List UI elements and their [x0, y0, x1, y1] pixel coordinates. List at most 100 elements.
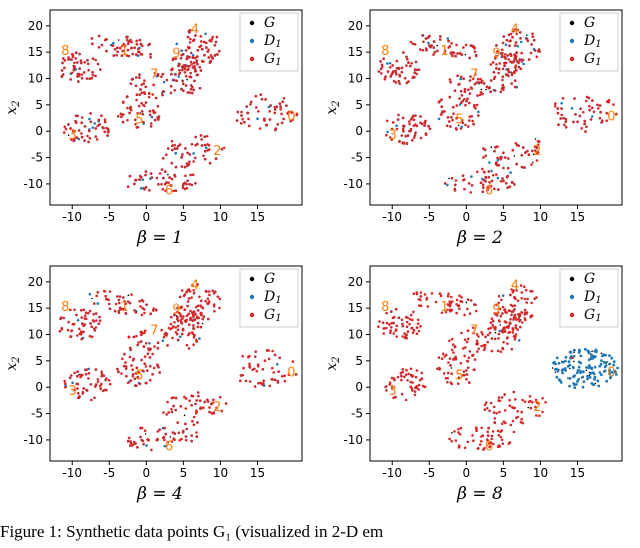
- ytick-label: -10: [343, 177, 363, 191]
- cluster-label: 0: [287, 366, 295, 381]
- cluster-label: 8: [61, 300, 69, 315]
- legend-marker: [250, 313, 254, 317]
- cluster-label: 0: [607, 366, 615, 381]
- xtick-label: 15: [250, 466, 265, 480]
- xtick-label: -5: [103, 210, 115, 224]
- ytick-label: -5: [351, 407, 363, 421]
- cluster-label: 3: [389, 384, 397, 399]
- ytick-label: 10: [348, 72, 363, 86]
- subplot-2: 0123456789-10-5051015-10-505101520x1x2GD…: [0, 256, 320, 508]
- xtick-label: -10: [382, 466, 402, 480]
- cluster-label: 2: [213, 400, 221, 415]
- legend-label: G: [584, 15, 595, 31]
- ytick-label: 20: [28, 275, 43, 289]
- beta-label: β = 8: [320, 484, 640, 504]
- y-axis-label: x2: [4, 100, 22, 114]
- ytick-label: 0: [35, 124, 43, 138]
- legend-marker: [570, 57, 574, 61]
- legend: GD1G1: [240, 13, 298, 71]
- subplot-1: 0123456789-10-5051015-10-505101520x1x2GD…: [320, 0, 640, 252]
- xtick-label: -5: [423, 466, 435, 480]
- cluster-label: 3: [69, 128, 77, 143]
- legend-marker: [250, 21, 254, 25]
- legend-marker: [250, 39, 254, 43]
- cluster-label: 5: [135, 368, 143, 383]
- cluster-label: 6: [485, 184, 493, 199]
- xtick-label: -10: [382, 210, 402, 224]
- xtick-label: -5: [103, 466, 115, 480]
- ytick-label: 5: [35, 354, 43, 368]
- cluster-label: 6: [485, 440, 493, 455]
- legend-marker: [250, 277, 254, 281]
- cluster-label: 9: [172, 46, 180, 61]
- ytick-label: 15: [28, 45, 43, 59]
- ytick-label: 15: [348, 45, 363, 59]
- ytick-label: 15: [28, 301, 43, 315]
- xtick-label: 0: [463, 466, 471, 480]
- figure-caption: Figure 1: Synthetic data points G₁ (visu…: [0, 522, 383, 542]
- legend-label: G: [584, 271, 595, 287]
- ytick-label: -10: [23, 433, 43, 447]
- cluster-label: 7: [150, 324, 158, 339]
- legend: GD1G1: [560, 13, 618, 71]
- cluster-label: 7: [470, 324, 478, 339]
- xtick-label: 15: [570, 466, 585, 480]
- subplot-0: 0123456789-10-5051015-10-505101520x1x2GD…: [0, 0, 320, 252]
- scatter-plot: 0123456789-10-5051015-10-505101520x1x2GD…: [0, 0, 320, 225]
- ytick-label: 20: [348, 19, 363, 33]
- cluster-label: 0: [607, 110, 615, 125]
- cluster-label: 1: [440, 44, 448, 59]
- xtick-label: 5: [500, 210, 508, 224]
- scatter-plot: 0123456789-10-5051015-10-505101520x1x2GD…: [320, 0, 640, 225]
- subplot-3: 0123456789-10-5051015-10-505101520x1x2GD…: [320, 256, 640, 508]
- cluster-label: 6: [165, 440, 173, 455]
- ytick-label: -10: [23, 177, 43, 191]
- legend-marker: [570, 21, 574, 25]
- beta-label: β = 1: [0, 228, 320, 248]
- legend-marker: [570, 295, 574, 299]
- xtick-label: 5: [180, 466, 188, 480]
- subplot-grid: 0123456789-10-5051015-10-505101520x1x2GD…: [0, 0, 640, 508]
- cluster-label: 5: [455, 368, 463, 383]
- xtick-label: 5: [180, 210, 188, 224]
- cluster-label: 3: [389, 128, 397, 143]
- cluster-label: 3: [69, 384, 77, 399]
- ytick-label: 5: [355, 98, 363, 112]
- ytick-label: 0: [355, 380, 363, 394]
- xtick-label: 10: [533, 210, 548, 224]
- legend-marker: [570, 39, 574, 43]
- ytick-label: -10: [343, 433, 363, 447]
- xtick-label: 5: [500, 466, 508, 480]
- cluster-label: 2: [533, 400, 541, 415]
- xtick-label: 0: [143, 210, 151, 224]
- cluster-label: 4: [191, 23, 199, 38]
- ytick-label: 10: [28, 72, 43, 86]
- figure-page: 0123456789-10-5051015-10-505101520x1x2GD…: [0, 0, 640, 548]
- cluster-label: 8: [381, 300, 389, 315]
- ytick-label: 0: [35, 380, 43, 394]
- cluster-label: 9: [492, 46, 500, 61]
- xtick-label: 15: [250, 210, 265, 224]
- y-axis-label: x2: [324, 100, 342, 114]
- ytick-label: 5: [35, 98, 43, 112]
- xtick-label: 0: [463, 210, 471, 224]
- ytick-label: 10: [348, 328, 363, 342]
- ytick-label: 20: [348, 275, 363, 289]
- cluster-label: 5: [455, 112, 463, 127]
- ytick-label: -5: [31, 151, 43, 165]
- ytick-label: 5: [355, 354, 363, 368]
- cluster-label: 6: [165, 184, 173, 199]
- cluster-label: 4: [511, 23, 519, 38]
- cluster-label: 7: [470, 68, 478, 83]
- beta-label: β = 2: [320, 228, 640, 248]
- legend-label: G: [264, 271, 275, 287]
- cluster-label: 8: [61, 44, 69, 59]
- cluster-label: 9: [492, 302, 500, 317]
- legend-marker: [250, 295, 254, 299]
- xtick-label: -10: [62, 466, 82, 480]
- cluster-label: 2: [533, 144, 541, 159]
- cluster-label: 8: [381, 44, 389, 59]
- ytick-label: 10: [28, 328, 43, 342]
- cluster-label: 1: [120, 300, 128, 315]
- legend: GD1G1: [240, 269, 298, 327]
